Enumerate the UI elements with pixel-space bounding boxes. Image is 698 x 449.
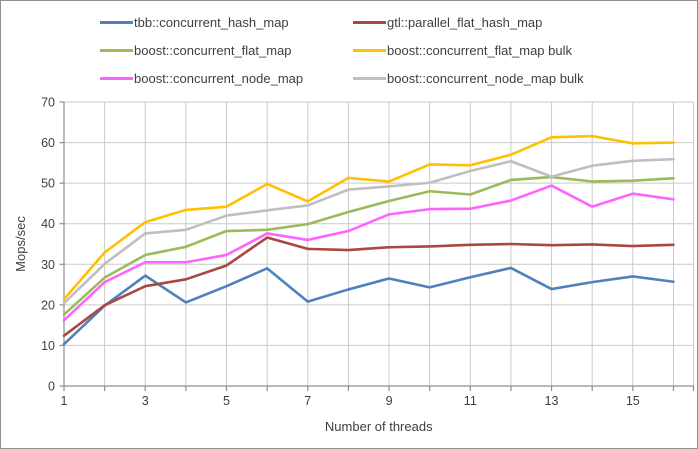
series-line [62,157,675,305]
y-axis-title: Mops/sec [13,216,28,272]
legend-label: boost::concurrent_node_map bulk [387,71,584,86]
x-tick-label: 11 [464,394,477,408]
x-tick-label: 9 [386,394,393,408]
x-tick-label: 5 [223,394,230,408]
series-line [62,175,675,316]
series-line [62,236,675,337]
y-tick-label: 0 [48,380,55,394]
x-tick-label: 13 [545,394,559,408]
y-tick-label: 50 [41,177,55,191]
legend-line-swatch [353,49,386,53]
legend-label: tbb::concurrent_hash_map [134,15,289,30]
y-tick-label: 30 [41,258,55,272]
legend-label: boost::concurrent_node_map [134,71,304,86]
y-tick-label: 60 [41,136,55,150]
y-tick-label: 70 [41,96,55,110]
series-line [62,184,675,322]
x-tick-label: 1 [61,394,68,408]
legend-item: tbb::concurrent_hash_map [100,14,289,32]
legend-item: boost::concurrent_flat_map bulk [353,42,572,60]
x-tick-label: 7 [304,394,311,408]
chart-legend: tbb::concurrent_hash_map gtl::parallel_f… [1,1,697,97]
x-axis-title: Number of threads [325,419,433,434]
x-tick-label: 15 [626,394,640,408]
x-tick-label: 3 [142,394,149,408]
legend-label: gtl::parallel_flat_hash_map [387,15,543,30]
series-line [62,134,675,301]
y-tick-label: 20 [41,298,55,312]
legend-line-swatch [100,21,133,25]
legend-line-swatch [100,49,133,53]
y-tick-label: 40 [41,217,55,231]
legend-item: boost::concurrent_node_map [100,70,303,88]
legend-label: boost::concurrent_flat_map bulk [387,43,572,58]
legend-line-swatch [100,77,133,81]
legend-item: boost::concurrent_flat_map [100,42,292,60]
legend-line-swatch [353,77,386,81]
legend-line-swatch [353,21,386,25]
legend-label: boost::concurrent_flat_map [134,43,292,58]
y-tick-label: 10 [41,339,55,353]
series-line [62,266,675,346]
legend-item: gtl::parallel_flat_hash_map [353,14,542,32]
legend-item: boost::concurrent_node_map bulk [353,70,584,88]
